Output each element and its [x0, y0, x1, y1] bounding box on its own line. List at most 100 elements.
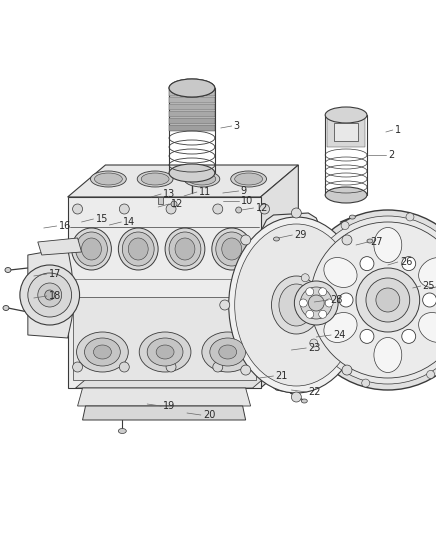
Ellipse shape	[71, 228, 111, 270]
Text: 29: 29	[294, 230, 307, 240]
Bar	[169, 97, 215, 103]
Ellipse shape	[5, 268, 11, 272]
Polygon shape	[261, 165, 298, 388]
Ellipse shape	[128, 238, 148, 260]
Text: 14: 14	[124, 217, 136, 227]
Bar	[169, 111, 215, 117]
Polygon shape	[78, 388, 251, 406]
Ellipse shape	[77, 332, 128, 372]
Circle shape	[73, 362, 82, 372]
Ellipse shape	[202, 332, 254, 372]
Circle shape	[275, 273, 283, 281]
Circle shape	[119, 204, 129, 214]
Text: 11: 11	[199, 187, 211, 197]
Ellipse shape	[229, 217, 364, 393]
Ellipse shape	[184, 171, 220, 187]
Circle shape	[171, 201, 177, 207]
Bar	[169, 90, 215, 96]
Circle shape	[341, 222, 349, 230]
Ellipse shape	[374, 228, 402, 262]
Text: 16: 16	[59, 221, 71, 231]
Ellipse shape	[210, 338, 246, 366]
Text: 22: 22	[308, 387, 321, 397]
Circle shape	[360, 256, 374, 271]
Circle shape	[28, 273, 71, 317]
Text: 28: 28	[330, 295, 343, 305]
Ellipse shape	[419, 312, 438, 342]
Text: 13: 13	[163, 189, 175, 199]
Ellipse shape	[139, 332, 191, 372]
Circle shape	[362, 379, 370, 387]
Ellipse shape	[95, 173, 122, 185]
Circle shape	[363, 300, 373, 310]
Circle shape	[166, 362, 176, 372]
Polygon shape	[67, 165, 298, 197]
Ellipse shape	[235, 173, 262, 185]
Ellipse shape	[169, 232, 201, 266]
Circle shape	[406, 213, 414, 221]
Circle shape	[298, 210, 438, 390]
Ellipse shape	[93, 345, 111, 359]
Text: 26: 26	[400, 257, 412, 267]
Text: 9: 9	[240, 186, 247, 196]
Circle shape	[325, 299, 333, 307]
Circle shape	[319, 310, 327, 318]
Circle shape	[73, 204, 82, 214]
Circle shape	[275, 333, 283, 341]
Text: 1: 1	[395, 125, 401, 135]
Circle shape	[319, 288, 327, 296]
Text: 15: 15	[95, 214, 108, 224]
Circle shape	[291, 392, 301, 402]
Bar	[158, 197, 163, 204]
Circle shape	[260, 362, 269, 372]
Text: 21: 21	[276, 371, 288, 381]
Ellipse shape	[367, 239, 373, 243]
Text: 20: 20	[203, 410, 215, 420]
Circle shape	[275, 373, 283, 381]
Ellipse shape	[118, 429, 126, 433]
Ellipse shape	[91, 171, 126, 187]
Polygon shape	[254, 213, 326, 393]
Circle shape	[300, 287, 332, 319]
Circle shape	[310, 339, 318, 347]
Circle shape	[423, 293, 437, 307]
Text: 3: 3	[234, 121, 240, 131]
Ellipse shape	[374, 337, 402, 373]
Polygon shape	[76, 356, 290, 388]
Ellipse shape	[118, 228, 158, 270]
Text: 24: 24	[333, 330, 346, 340]
Text: 23: 23	[308, 343, 321, 353]
Bar	[73, 297, 256, 380]
Ellipse shape	[231, 171, 266, 187]
Ellipse shape	[156, 345, 174, 359]
Circle shape	[275, 233, 283, 241]
Circle shape	[213, 362, 223, 372]
Ellipse shape	[350, 215, 355, 219]
Ellipse shape	[76, 232, 107, 266]
Circle shape	[241, 235, 251, 245]
Circle shape	[339, 293, 353, 307]
Circle shape	[304, 216, 438, 384]
Ellipse shape	[273, 237, 279, 241]
Circle shape	[301, 274, 309, 282]
Circle shape	[213, 204, 223, 214]
Circle shape	[241, 365, 251, 375]
Ellipse shape	[188, 173, 216, 185]
Circle shape	[356, 268, 420, 332]
Circle shape	[119, 362, 129, 372]
Ellipse shape	[85, 338, 120, 366]
Circle shape	[310, 222, 438, 378]
Ellipse shape	[175, 238, 195, 260]
Circle shape	[45, 290, 55, 300]
Ellipse shape	[235, 224, 358, 386]
Circle shape	[38, 283, 62, 307]
Ellipse shape	[169, 79, 215, 97]
Polygon shape	[28, 248, 74, 338]
Circle shape	[306, 310, 314, 318]
Circle shape	[402, 256, 416, 271]
Ellipse shape	[141, 173, 169, 185]
Ellipse shape	[325, 187, 367, 203]
Ellipse shape	[216, 232, 247, 266]
Text: 18: 18	[49, 291, 61, 301]
Text: 12: 12	[256, 203, 268, 213]
